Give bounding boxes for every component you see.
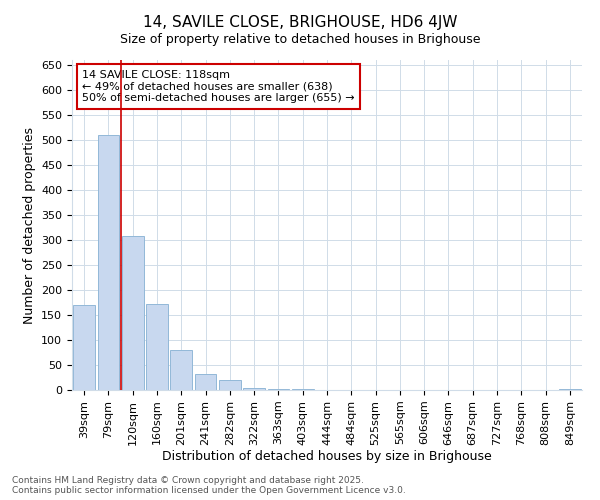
Bar [97, 135, 119, 390]
Bar [292, 389, 314, 390]
Bar [146, 304, 168, 390]
Bar [559, 389, 581, 390]
Text: 14, SAVILE CLOSE, BRIGHOUSE, HD6 4JW: 14, SAVILE CLOSE, BRIGHOUSE, HD6 4JW [143, 15, 457, 30]
Y-axis label: Number of detached properties: Number of detached properties [23, 126, 35, 324]
Bar [122, 236, 143, 390]
Bar [170, 350, 192, 390]
Text: Contains HM Land Registry data © Crown copyright and database right 2025.
Contai: Contains HM Land Registry data © Crown c… [12, 476, 406, 495]
Bar [219, 380, 241, 390]
X-axis label: Distribution of detached houses by size in Brighouse: Distribution of detached houses by size … [162, 450, 492, 464]
Bar [243, 388, 265, 390]
Text: Size of property relative to detached houses in Brighouse: Size of property relative to detached ho… [120, 32, 480, 46]
Bar [268, 388, 289, 390]
Bar [194, 374, 217, 390]
Bar [73, 305, 95, 390]
Text: 14 SAVILE CLOSE: 118sqm
← 49% of detached houses are smaller (638)
50% of semi-d: 14 SAVILE CLOSE: 118sqm ← 49% of detache… [82, 70, 355, 103]
